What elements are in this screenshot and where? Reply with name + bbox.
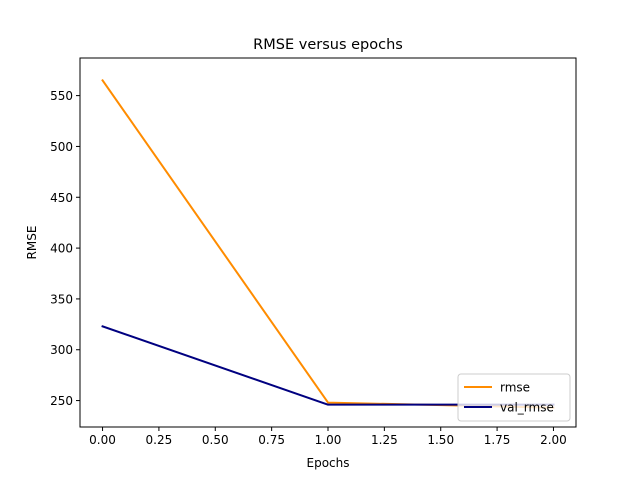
y-tick-label: 450 [50, 191, 73, 205]
chart-title: RMSE versus epochs [253, 37, 403, 53]
x-tick-label: 1.00 [315, 433, 342, 447]
legend: rmse val_rmse [457, 373, 571, 422]
x-tick-label: 1.25 [371, 433, 398, 447]
x-axis-ticks: 0.00 0.25 0.50 0.75 1.00 1.25 1.50 1.75 2.00 [89, 427, 567, 447]
y-tick-label: 400 [50, 242, 73, 256]
x-tick-label: 0.50 [202, 433, 229, 447]
x-tick-label: 1.75 [484, 433, 511, 447]
legend-label: rmse [500, 381, 530, 395]
legend-label: val_rmse [500, 401, 554, 415]
y-tick-label: 250 [50, 394, 73, 408]
x-tick-label: 0.75 [258, 433, 285, 447]
series-line-rmse [101, 78, 555, 409]
x-tick-label: 0.25 [146, 433, 173, 447]
legend-box [457, 373, 571, 422]
y-tick-label: 550 [50, 89, 73, 103]
y-tick-label: 350 [50, 292, 73, 306]
x-tick-label: 1.50 [427, 433, 454, 447]
y-axis-ticks: 250 300 350 400 450 500 550 [50, 89, 80, 408]
y-tick-label: 300 [50, 343, 73, 357]
x-tick-label: 2.00 [540, 433, 567, 447]
axes-frame [79, 57, 577, 428]
y-axis-label: RMSE [25, 226, 39, 260]
y-tick-label: 500 [50, 140, 73, 154]
x-axis-label: Epochs [307, 456, 350, 470]
x-tick-label: 0.00 [89, 433, 116, 447]
plot-area [101, 78, 555, 409]
